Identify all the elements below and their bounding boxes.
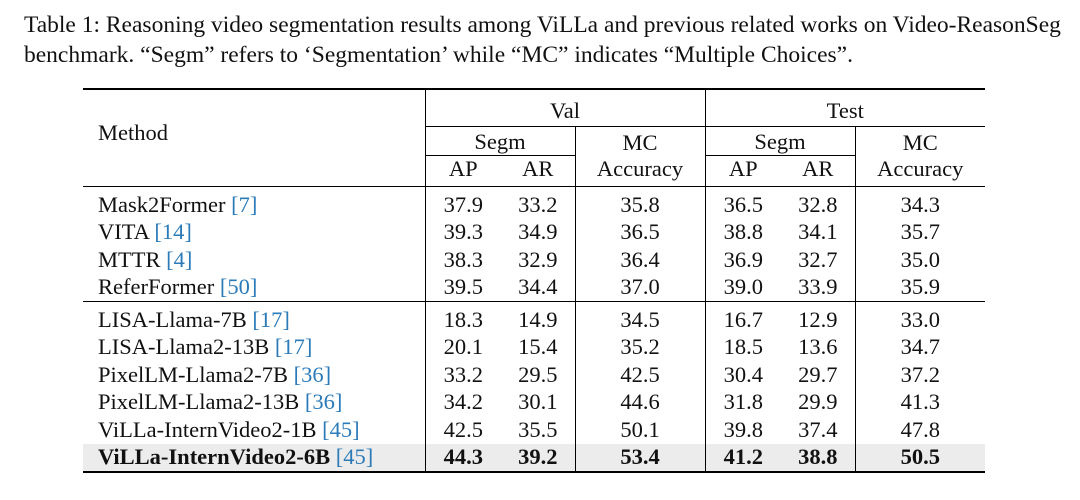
table-row: VITA [14] 39.3 34.9 36.5 38.8 34.1 35.7 — [83, 218, 985, 246]
test-ap-header: AP — [704, 155, 781, 187]
test-segm-header: Segm — [704, 126, 855, 156]
val-segm-header: Segm — [424, 126, 575, 156]
table-row: PixelLM-Llama2-7B [36] 33.2 29.5 42.5 30.4… — [83, 361, 985, 389]
table-row: PixelLM-Llama2-13B [36] 34.2 30.1 44.6 31.… — [83, 388, 985, 416]
method-header: Method — [83, 88, 425, 156]
table-row: LISA-Llama2-13B [17] 20.1 15.4 35.2 18.5 13… — [83, 333, 985, 361]
table-row: MTTR [4] 38.3 32.9 36.4 36.9 32.7 35.0 — [83, 246, 985, 274]
table-row-highlighted: ViLLa-InternVideo2-6B [45] 44.3 39.2 53.4 … — [83, 443, 985, 473]
test-header: Test — [704, 88, 985, 127]
table-caption: Table 1: Reasoning video segmentation re… — [24, 12, 1061, 68]
test-ar-header: AR — [781, 155, 855, 187]
table-row: LISA-Llama-7B [17] 18.3 14.9 34.5 16.7 12.9… — [83, 301, 985, 334]
val-ap-header: AP — [424, 155, 501, 187]
test-mc-header: MC — [854, 126, 985, 156]
val-header: Val — [424, 88, 705, 127]
val-ar-header: AR — [501, 155, 575, 187]
table-row: ReferFormer [50] 39.5 34.4 37.0 39.0 33.9 35… — [83, 273, 985, 302]
table-body: Mask2Former [7] 37.9 33.2 35.8 36.5 32.8 34.… — [83, 186, 985, 473]
table-row: Mask2Former [7] 37.9 33.2 35.8 36.5 32.8 34.… — [83, 186, 985, 219]
val-accuracy-header: Accuracy — [574, 155, 705, 187]
results-table: Method Val Test Segm MC Segm MC AP AR Ac… — [83, 88, 985, 473]
test-accuracy-header: Accuracy — [854, 155, 985, 187]
val-mc-header: MC — [574, 126, 705, 156]
table-row: ViLLa-InternVideo2-1B [45] 42.5 35.5 50.1 … — [83, 416, 985, 444]
